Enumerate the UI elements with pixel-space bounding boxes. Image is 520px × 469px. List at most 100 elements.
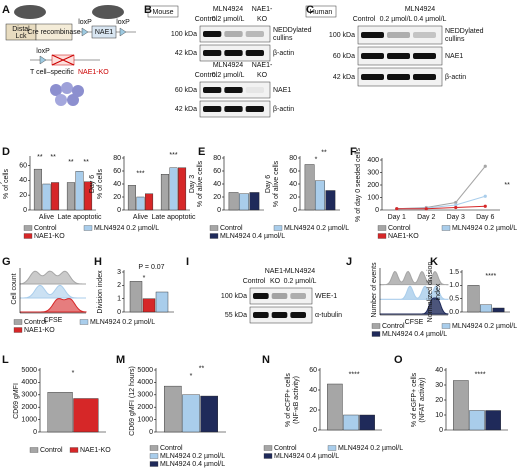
legend-swatch: [149, 445, 159, 451]
kda-label: 100 kDa: [171, 31, 197, 38]
legend-label: Control: [382, 323, 405, 330]
kda-label: 60 kDa: [333, 53, 355, 60]
loxp: [81, 27, 89, 37]
mouse-icon: [92, 5, 124, 19]
band: [361, 32, 384, 38]
band: [224, 50, 243, 56]
bar: [73, 398, 99, 433]
y-tick-label: 0.0: [449, 309, 459, 316]
y-tick-label: 20: [213, 194, 221, 201]
legend-label: Control: [388, 225, 411, 232]
band: [361, 74, 384, 80]
panel-letter: C: [306, 4, 314, 16]
x-tick-label: Day 2: [417, 214, 435, 221]
annotation: **: [321, 150, 327, 157]
axis-label: Day 3: [189, 175, 196, 193]
bar: [249, 192, 260, 211]
legend-label: MLN4924 0.4 µmol/L: [382, 331, 447, 338]
diagram-text: Lck: [16, 33, 27, 40]
bar: [163, 385, 182, 433]
row-label: NEDDylated: [445, 28, 484, 35]
legend-label: NAE1-KO: [34, 233, 65, 240]
y-tick-label: 4000: [137, 379, 153, 386]
axis-label: (NF-κB activity): [293, 376, 300, 424]
x-tick-label: Day 1: [388, 214, 406, 221]
legend-swatch: [149, 461, 159, 467]
kda-label: 55 kDa: [225, 312, 247, 319]
bar: [145, 193, 154, 211]
lane-header: MLN4924: [213, 6, 243, 13]
band: [203, 50, 222, 56]
band: [203, 87, 222, 93]
series-line: [396, 165, 486, 210]
legend-label: MLN4924 0.2 µmol/L: [452, 225, 517, 232]
point: [395, 207, 399, 211]
lane-label: 0.2 µmol/L: [212, 72, 245, 79]
y-tick-label: 0: [439, 427, 443, 434]
band: [271, 293, 288, 299]
y-tick-label: 1000: [21, 416, 37, 423]
axis-label: Day 6: [265, 175, 272, 193]
point: [454, 205, 458, 210]
y-tick-label: 60: [309, 367, 317, 374]
axis-label: % of eGFP+ cells: [411, 372, 418, 427]
y-tick-label: 0: [217, 207, 221, 214]
band: [245, 50, 264, 56]
band: [245, 31, 264, 37]
legend-swatch: [209, 233, 219, 239]
y-tick-label: 0: [293, 207, 297, 214]
cross: [51, 54, 75, 66]
bar: [359, 414, 375, 431]
annotation: ***: [136, 170, 144, 177]
axis-label: Day 6: [89, 175, 96, 193]
y-tick-label: 60: [113, 168, 121, 175]
y-tick-label: 1.5: [449, 269, 459, 276]
panel-letter: N: [262, 354, 270, 366]
bar: [315, 180, 325, 211]
y-tick-label: 40: [213, 181, 221, 188]
panel-letter: G: [2, 256, 11, 268]
bar: [200, 395, 219, 433]
axis-label: CFSE: [405, 319, 424, 326]
bar: [178, 167, 187, 211]
legend-swatch: [79, 319, 89, 325]
annotation: **: [37, 154, 43, 161]
y-tick-label: 0: [313, 427, 317, 434]
species-box: [147, 5, 179, 18]
band: [245, 106, 264, 112]
legend-swatch: [263, 445, 273, 451]
kda-label: 42 kDa: [175, 106, 197, 113]
histogram-curve: [380, 297, 449, 315]
annotation: **: [50, 154, 56, 161]
band: [361, 53, 384, 59]
band: [224, 31, 243, 37]
panel-letter: E: [198, 146, 205, 158]
annotation: *: [143, 275, 146, 282]
bar: [160, 174, 169, 211]
lane-label: KO: [257, 16, 268, 23]
axis-label: Number of events: [371, 262, 378, 318]
lane-label: Control: [195, 16, 218, 23]
band: [253, 293, 269, 299]
lane-header: NAE1-: [252, 62, 273, 69]
legend-swatch: [371, 323, 381, 329]
legend-label: MLN4924 0.4 µmol/L: [274, 453, 339, 460]
bar: [325, 190, 336, 211]
y-tick-label: 60: [19, 162, 27, 169]
point: [454, 200, 458, 205]
panel-letter: L: [2, 354, 9, 366]
legend-swatch: [263, 453, 273, 459]
annotation: **: [68, 159, 74, 166]
band: [387, 74, 410, 80]
y-tick-label: 3000: [137, 392, 153, 399]
band: [387, 32, 410, 38]
kda-label: 100 kDa: [221, 293, 247, 300]
y-tick-label: 1000: [137, 416, 153, 423]
x-tick-label: Alive: [133, 214, 148, 221]
blot-frame: [249, 287, 313, 305]
axis-label: % of alive cells: [273, 160, 280, 207]
row-label: α-tubulin: [315, 312, 342, 319]
bar: [47, 392, 73, 433]
gene-box: [91, 25, 117, 39]
lane-label: Control: [243, 278, 266, 285]
